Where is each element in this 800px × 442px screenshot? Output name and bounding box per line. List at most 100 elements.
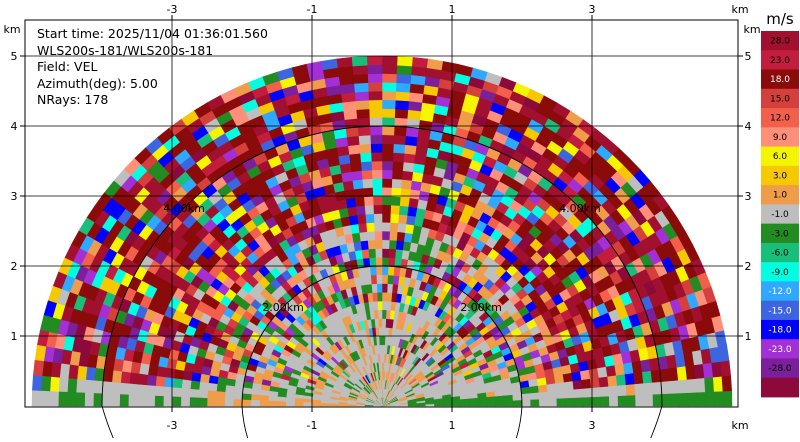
velocity-cell: [120, 395, 129, 406]
velocity-cell: [382, 187, 392, 196]
velocity-cell: [355, 91, 369, 101]
velocity-cell: [233, 400, 242, 406]
velocity-cell: [405, 136, 418, 146]
y-tick-label-right: 5: [745, 50, 752, 63]
velocity-cell: [251, 389, 260, 395]
velocity-cell: [382, 275, 388, 284]
x-tick-label-top: -3: [167, 3, 178, 16]
velocity-cell: [378, 310, 382, 319]
velocity-cell: [407, 110, 421, 120]
axis-unit-label: km: [731, 419, 748, 432]
velocity-cell: [369, 257, 376, 266]
velocity-cell: [521, 393, 530, 400]
colorbar-label: 1.0: [773, 191, 788, 201]
velocity-cell: [403, 153, 415, 163]
velocity-cell: [635, 383, 644, 395]
range-ring-label: 2.00km: [262, 301, 304, 314]
velocity-cell: [349, 153, 361, 163]
velocity-cell: [382, 319, 386, 328]
velocity-cell: [388, 257, 395, 266]
colorbar-label: -1.0: [771, 210, 789, 220]
velocity-cell: [402, 171, 413, 181]
colorbar-label: 28.0: [770, 37, 790, 47]
velocity-cell: [382, 91, 396, 100]
velocity-cell: [670, 380, 680, 393]
velocity-cell: [358, 135, 370, 144]
velocity-cell: [548, 398, 557, 406]
velocity-cell: [182, 380, 192, 389]
velocity-cell: [722, 375, 732, 391]
velocity-cell: [393, 152, 404, 161]
velocity-cell: [155, 376, 165, 387]
velocity-cell: [59, 378, 69, 392]
velocity-cell: [601, 396, 610, 406]
velocity-cell: [361, 161, 372, 170]
velocity-cell: [352, 65, 367, 75]
velocity-cell: [369, 109, 382, 118]
velocity-cell: [172, 388, 181, 398]
velocity-cell: [668, 367, 678, 381]
velocity-cell: [242, 394, 251, 400]
velocity-cell: [85, 380, 95, 393]
colorbar-label: 23.0: [770, 56, 790, 66]
velocity-cell: [137, 395, 146, 406]
velocity-cell: [389, 231, 397, 240]
velocity-cell: [356, 109, 369, 119]
velocity-cell: [216, 399, 225, 406]
velocity-cell: [351, 56, 367, 66]
velocity-cell: [382, 74, 397, 83]
velocity-cell: [626, 384, 635, 395]
velocity-cell: [382, 249, 389, 258]
velocity-cell: [372, 187, 382, 196]
velocity-cell: [406, 127, 419, 137]
velocity-cell: [155, 396, 164, 406]
velocity-cell: [216, 384, 225, 392]
velocity-cell: [286, 398, 295, 403]
velocity-cell: [146, 385, 155, 396]
velocity-cell: [397, 65, 412, 75]
velocity-cell: [32, 375, 42, 391]
velocity-cell: [216, 392, 225, 400]
velocity-cell: [303, 403, 312, 406]
velocity-cell: [32, 391, 41, 406]
velocity-cell: [366, 222, 374, 231]
velocity-cell: [377, 284, 382, 293]
velocity-cell: [286, 402, 295, 406]
velocity-cell: [260, 401, 269, 406]
colorbar-label: 6.0: [773, 152, 788, 162]
velocity-cell: [207, 398, 216, 406]
velocity-cell: [688, 392, 697, 406]
velocity-cell: [233, 393, 242, 400]
velocity-cell: [394, 126, 407, 136]
velocity-cell: [564, 381, 574, 390]
velocity-cell: [129, 373, 139, 385]
velocity-cell: [361, 170, 372, 179]
velocity-cell: [359, 144, 371, 153]
velocity-cell: [382, 205, 391, 214]
y-tick-label-right: 3: [745, 190, 752, 203]
velocity-cell: [404, 144, 416, 154]
velocity-cell: [94, 381, 104, 394]
velocity-cell: [260, 395, 269, 401]
velocity-cell: [208, 376, 218, 385]
velocity-cell: [382, 144, 393, 153]
colorbar-label: -23.0: [768, 345, 792, 355]
velocity-cell: [190, 381, 200, 390]
velocity-cell: [617, 385, 626, 396]
velocity-cell: [539, 392, 548, 400]
velocity-cell: [382, 336, 385, 345]
velocity-cell: [582, 379, 592, 389]
velocity-cell: [243, 388, 252, 395]
velocity-cell: [382, 196, 391, 205]
velocity-cell: [377, 301, 382, 310]
velocity-cell: [358, 126, 371, 136]
colorbar-label: 9.0: [773, 133, 788, 143]
velocity-cell: [295, 398, 304, 402]
velocity-cell: [395, 109, 408, 119]
velocity-cell: [190, 389, 199, 398]
velocity-cell: [356, 206, 365, 216]
velocity-cell: [345, 127, 358, 137]
velocity-cell: [382, 117, 395, 126]
x-tick-label-top: -1: [307, 3, 318, 16]
